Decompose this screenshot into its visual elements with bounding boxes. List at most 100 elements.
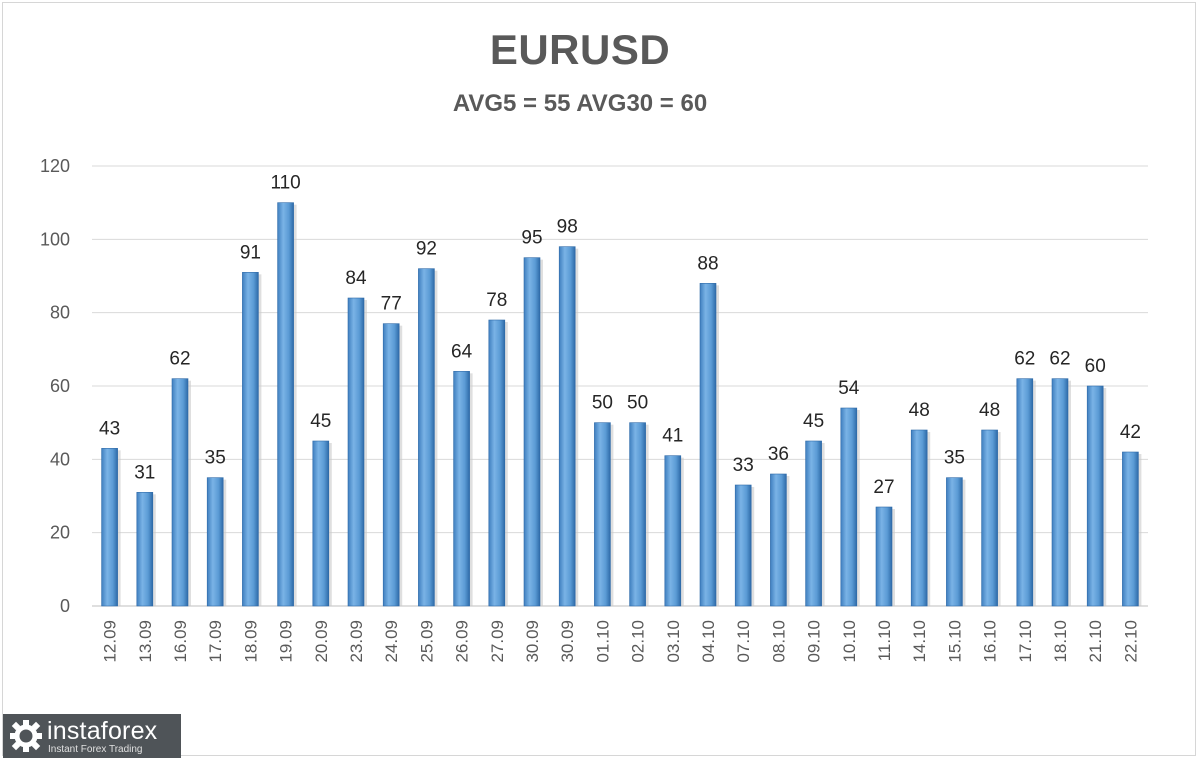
x-tick-label: 18.09 [241, 620, 260, 663]
x-tick-label: 17.10 [1016, 620, 1035, 663]
x-tick-label: 12.09 [101, 620, 120, 663]
data-label: 88 [697, 253, 718, 274]
logo-name: instaforex [47, 717, 158, 745]
bar-19.09 [277, 202, 294, 607]
data-label: 36 [768, 444, 789, 465]
data-label: 43 [99, 418, 120, 439]
bar-08.10 [770, 473, 787, 607]
bar-18.09 [242, 272, 259, 607]
bar-16.09 [171, 378, 189, 607]
data-label: 62 [169, 349, 190, 370]
bar-chart: 0 20 40 60 80 100 120 43 31 62 35 91 110 45 84 77 92 64 7… [40, 156, 1148, 663]
data-label: 64 [451, 341, 473, 362]
y-tick-label: 120 [40, 156, 70, 176]
x-tick-label: 30.09 [523, 620, 542, 663]
x-tick-label: 23.09 [347, 620, 366, 663]
x-tick-label: 01.10 [593, 620, 612, 663]
bar-17.09 [206, 477, 224, 607]
x-tick-label: 15.10 [945, 620, 964, 663]
bar-26.09 [453, 371, 470, 607]
x-tick-label: 08.10 [769, 620, 788, 663]
y-axis-ticks: 0 20 40 60 80 100 120 [40, 156, 70, 616]
bar-24.09 [382, 323, 400, 607]
x-tick-label: 11.10 [875, 620, 894, 661]
bar-20.09 [312, 440, 330, 607]
data-label: 62 [1014, 349, 1035, 370]
data-label: 84 [345, 268, 367, 289]
bar-16.10 [981, 429, 998, 607]
x-tick-label: 21.10 [1086, 620, 1105, 663]
data-label: 45 [310, 411, 331, 432]
data-label: 33 [733, 455, 754, 476]
data-label: 98 [557, 217, 578, 238]
data-label: 35 [205, 448, 226, 469]
y-tick-label: 20 [50, 523, 70, 543]
bar-21.10 [1086, 385, 1104, 607]
bar-23.09 [347, 297, 365, 607]
x-tick-label: 26.09 [453, 620, 472, 663]
bar-30.09 [558, 246, 576, 607]
x-tick-label: 19.09 [277, 620, 296, 663]
bar-10.10 [840, 407, 858, 607]
x-tick-label: 27.09 [488, 620, 507, 663]
data-label: 27 [873, 477, 894, 498]
x-tick-label: 04.10 [699, 620, 718, 663]
x-tick-label: 30.09 [558, 620, 577, 663]
bar-12.09 [101, 448, 118, 607]
data-label: 62 [1049, 349, 1070, 370]
bar-04.10 [699, 283, 717, 607]
bar-11.10 [875, 506, 893, 607]
x-tick-label: 22.10 [1121, 620, 1140, 663]
data-label: 54 [838, 378, 860, 399]
instaforex-logo: instaforex Instant Forex Trading [3, 714, 181, 758]
data-label: 78 [486, 290, 507, 311]
gear-logo-icon [10, 720, 42, 752]
data-label: 50 [592, 393, 613, 414]
bar-25.09 [418, 268, 435, 607]
logo-tagline: Instant Forex Trading [48, 744, 143, 755]
x-tick-label: 18.10 [1051, 620, 1070, 663]
y-tick-label: 60 [50, 376, 70, 396]
data-label: 45 [803, 411, 824, 432]
chart-subtitle: AVG5 = 55 AVG30 = 60 [452, 90, 708, 117]
data-label: 42 [1120, 422, 1141, 443]
data-label: 50 [627, 393, 648, 414]
x-tick-label: 10.10 [840, 620, 859, 663]
data-label: 48 [979, 400, 1000, 421]
x-tick-label: 03.10 [664, 620, 683, 663]
bar-13.09 [136, 492, 154, 607]
data-label: 60 [1085, 356, 1106, 377]
x-tick-label: 25.09 [417, 620, 436, 663]
bar-17.10 [1016, 378, 1034, 607]
y-tick-label: 100 [40, 229, 70, 249]
data-label: 77 [381, 294, 402, 315]
x-tick-label: 16.09 [171, 620, 190, 663]
data-labels: 43 31 62 35 91 110 45 84 77 92 64 78 95 98 50 50 41 88 33 3… [99, 173, 1141, 498]
x-tick-label: 24.09 [382, 620, 401, 663]
y-tick-label: 0 [60, 596, 70, 616]
bar-22.10 [1122, 451, 1139, 607]
bar-09.10 [805, 440, 822, 607]
data-label: 91 [240, 242, 261, 263]
data-label: 92 [416, 239, 437, 260]
y-tick-label: 80 [50, 303, 70, 323]
bar-15.10 [946, 477, 963, 607]
bar-01.10 [594, 422, 611, 607]
bar-18.10 [1051, 378, 1069, 607]
gridlines [92, 165, 1148, 607]
bar-07.10 [734, 484, 752, 607]
x-tick-label: 20.09 [312, 620, 331, 663]
x-tick-label: 13.09 [136, 620, 155, 663]
data-label: 31 [134, 462, 155, 483]
data-label: 35 [944, 448, 965, 469]
x-tick-label: 09.10 [805, 620, 824, 663]
data-label: 110 [270, 173, 300, 194]
bar-27.09 [488, 319, 506, 607]
x-axis-ticks: 12.09 13.09 16.09 17.09 18.09 19.09 20.09 23.09… [101, 620, 1141, 663]
x-tick-label: 17.09 [206, 620, 225, 663]
x-tick-label: 14.10 [910, 620, 929, 663]
y-tick-label: 40 [50, 449, 70, 469]
x-tick-label: 07.10 [734, 620, 753, 663]
bar-30.09 [523, 257, 541, 607]
